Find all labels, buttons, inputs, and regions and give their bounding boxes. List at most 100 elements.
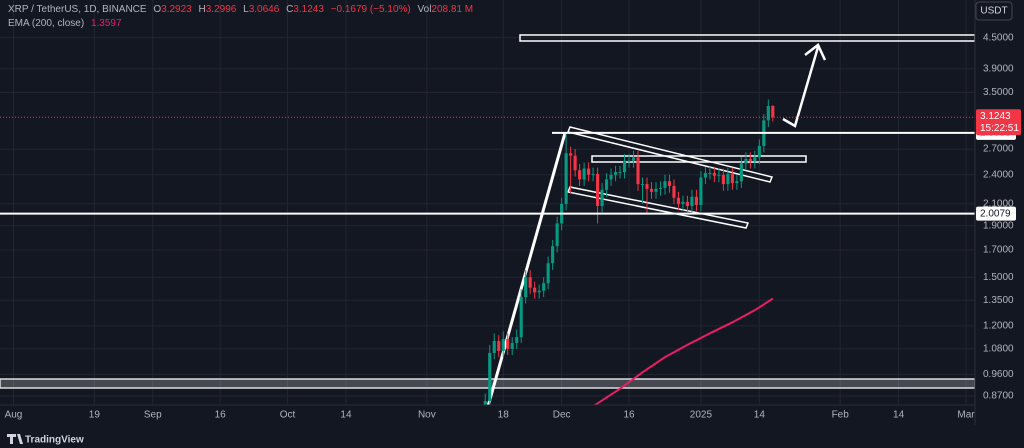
y-tick-label: 1.9000 <box>983 220 1014 231</box>
candle-body <box>690 196 694 206</box>
support-zone <box>0 378 975 389</box>
candle-body <box>744 159 748 164</box>
y-tick-label: 3.9000 <box>983 64 1014 75</box>
candle-body <box>717 174 721 176</box>
vol-label: Vol <box>418 4 432 15</box>
x-tick-label: Feb <box>832 410 850 421</box>
y-tick-label: 1.0800 <box>983 344 1014 355</box>
candle-body <box>596 173 600 206</box>
candle-body <box>483 401 487 405</box>
candle-body <box>609 174 613 180</box>
x-tick-label: 14 <box>893 410 905 421</box>
y-tick-label: 3.5000 <box>983 87 1014 98</box>
candle-body <box>515 337 519 343</box>
vol-value: 208.81 M <box>431 4 473 15</box>
l-value: 3.0646 <box>249 4 280 15</box>
candle-body <box>578 170 582 180</box>
x-tick-label: Dec <box>553 410 571 421</box>
last-price-label: 3.1243 <box>980 111 1011 122</box>
channel-lower <box>566 186 750 229</box>
currency-button[interactable] <box>975 1 1013 21</box>
level-label-box <box>976 206 1016 221</box>
candle-body <box>622 160 627 173</box>
candle-body <box>542 283 546 291</box>
candle-body <box>699 177 703 205</box>
candle-body <box>681 201 685 204</box>
candle-body <box>739 163 743 182</box>
candle-body <box>492 340 496 353</box>
candle-body <box>735 181 739 184</box>
candle-body <box>694 196 699 205</box>
candle-body <box>676 197 681 204</box>
h-label: H <box>199 4 206 15</box>
l-label: L <box>243 4 249 15</box>
breakout-zone <box>591 155 807 163</box>
footer: TradingView <box>7 434 84 446</box>
candle-body <box>631 157 636 161</box>
y-tick-label: 2.4000 <box>983 169 1014 180</box>
channel-upper <box>566 126 774 183</box>
x-tick-label: Sep <box>144 410 162 421</box>
candle-body <box>519 297 523 338</box>
x-tick-label: 14 <box>754 410 766 421</box>
currency[interactable]: USDT <box>980 6 1007 17</box>
x-tick-label: Aug <box>5 410 23 421</box>
candle-body <box>573 155 577 171</box>
candle-body <box>555 223 559 247</box>
candle-body <box>613 172 618 175</box>
logo-mark <box>7 434 23 444</box>
candle-body <box>618 172 622 174</box>
candle-body <box>726 173 730 185</box>
candle-body <box>488 352 492 402</box>
plot-area <box>0 34 975 405</box>
candle-body <box>649 188 654 192</box>
candle-body <box>587 168 591 175</box>
y-tick-label: 1.5000 <box>983 272 1014 283</box>
last-price-box <box>976 109 1021 136</box>
target-arrow <box>782 46 820 128</box>
c-label: C <box>286 4 293 15</box>
ema-line <box>593 297 774 405</box>
candle-body <box>685 201 690 206</box>
x-tick-label: 16 <box>215 410 227 421</box>
countdown: 15:22:51 <box>980 123 1019 134</box>
candle-body <box>663 181 667 188</box>
candle-body <box>757 145 761 158</box>
candle-body <box>654 188 658 192</box>
candle-body <box>569 153 573 156</box>
candle-body <box>703 172 707 178</box>
c-value: 3.1243 <box>293 4 324 15</box>
indicator-legend: EMA (200, close) 1.3597 <box>8 18 122 29</box>
candle-body <box>537 290 541 293</box>
y-tick-label: 4.5000 <box>983 32 1014 43</box>
x-tick-label: 16 <box>623 410 635 421</box>
y-tick-label: 1.2000 <box>983 321 1014 332</box>
x-tick-label: Oct <box>280 410 296 421</box>
x-tick-label: Mar <box>957 410 975 421</box>
candle-body <box>497 340 501 351</box>
target-zone <box>519 34 975 42</box>
symbol: XRP / TetherUS, 1D, BINANCE <box>8 4 147 15</box>
y-tick-label: 0.8700 <box>983 391 1014 402</box>
y-tick-label: 2.1000 <box>983 199 1014 210</box>
candle-body <box>533 287 537 293</box>
legend-header: XRP / TetherUS, 1D, BINANCE O3.2923 H3.2… <box>8 4 473 15</box>
x-tick-label: 18 <box>498 410 510 421</box>
candle-body <box>672 185 676 198</box>
o-label: O <box>153 4 161 15</box>
logo-text: TradingView <box>25 435 84 446</box>
candle-body <box>528 277 532 288</box>
h-value: 3.2996 <box>206 4 237 15</box>
y-tick-label: 0.9600 <box>983 369 1014 380</box>
x-tick-label: 2025 <box>690 410 713 421</box>
y-tick-label: 2.7000 <box>983 144 1014 155</box>
candle-body <box>748 159 752 162</box>
candle-body <box>501 339 505 351</box>
candle-body <box>600 189 604 206</box>
candle-body <box>667 181 672 186</box>
y-tick-label: 1.7000 <box>983 245 1014 256</box>
candle-body <box>708 172 712 174</box>
